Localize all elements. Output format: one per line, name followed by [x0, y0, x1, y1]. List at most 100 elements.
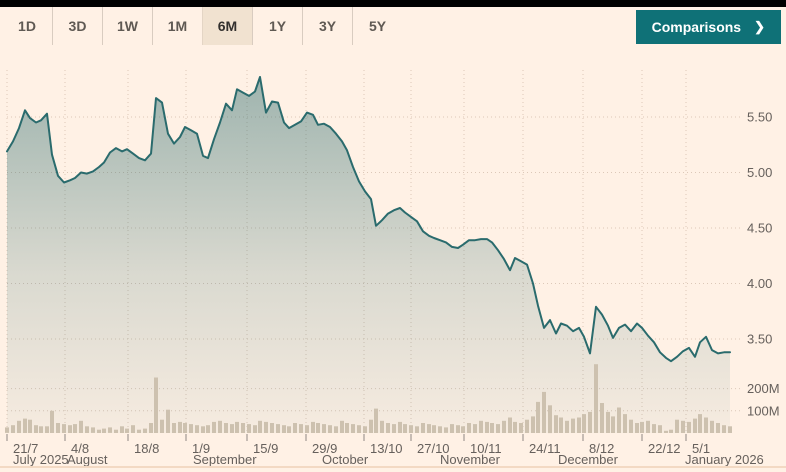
- volume-bar: [102, 428, 106, 433]
- volume-bar: [617, 407, 621, 433]
- volume-bar: [392, 424, 396, 433]
- volume-bar: [5, 427, 9, 433]
- volume-axis-label: 100M: [747, 403, 780, 418]
- x-axis-month-label: August: [67, 452, 108, 467]
- tab-1m[interactable]: 1M: [152, 7, 202, 45]
- x-axis-date-label: 21/7: [13, 441, 38, 456]
- tab-1y[interactable]: 1Y: [252, 7, 302, 45]
- x-axis-date-label: 13/10: [370, 441, 403, 456]
- volume-bar: [201, 426, 205, 433]
- volume-bar: [172, 423, 176, 433]
- x-axis-date-label: 5/1: [692, 441, 710, 456]
- volume-bar: [646, 420, 650, 433]
- volume-bar: [183, 423, 187, 433]
- x-axis-date-label: 1/9: [192, 441, 210, 456]
- volume-bar: [421, 423, 425, 433]
- volume-bar: [316, 423, 320, 433]
- volume-bar: [582, 414, 586, 433]
- volume-bar: [195, 425, 199, 433]
- volume-bar: [606, 411, 610, 433]
- volume-bar: [206, 425, 210, 433]
- volume-bar: [698, 414, 702, 433]
- volume-bar: [108, 427, 112, 433]
- volume-bar: [17, 420, 21, 433]
- x-axis-date-label: 22/12: [648, 441, 681, 456]
- tab-1w[interactable]: 1W: [102, 7, 152, 45]
- price-line: [6, 76, 731, 363]
- volume-bar: [415, 426, 419, 433]
- volume-bar: [253, 425, 257, 433]
- volume-bar: [444, 427, 448, 433]
- volume-bar: [351, 424, 355, 433]
- volume-bar: [728, 426, 732, 433]
- x-axis-date-label: 27/10: [417, 441, 450, 456]
- volume-bar: [340, 420, 344, 433]
- volume-bar: [258, 420, 262, 433]
- volume-bar: [554, 415, 558, 433]
- volume-bar: [374, 408, 378, 433]
- volume-bar: [264, 421, 268, 433]
- x-axis-date-label: 15/9: [253, 441, 278, 456]
- volume-bar: [276, 424, 280, 433]
- volume-bar: [56, 423, 60, 433]
- volume-bar: [143, 428, 147, 433]
- price-axis-label: 5.00: [747, 165, 772, 180]
- tab-5y[interactable]: 5Y: [352, 7, 402, 45]
- volume-bar: [218, 420, 222, 433]
- x-axis-date-label: 10/11: [470, 441, 502, 456]
- volume-bar: [380, 420, 384, 433]
- volume-bar: [131, 425, 135, 433]
- volume-bar: [531, 416, 535, 433]
- x-axis-date-label: 4/8: [71, 441, 89, 456]
- volume-bar: [508, 417, 512, 433]
- volume-bar: [91, 427, 95, 433]
- volume-bar: [386, 423, 390, 433]
- x-axis-month-label: November: [440, 452, 501, 467]
- volume-bar: [293, 423, 297, 433]
- price-axis-label: 4.50: [747, 221, 772, 236]
- tab-3y[interactable]: 3Y: [302, 7, 352, 45]
- volume-bar: [473, 424, 477, 433]
- volume-bar: [623, 414, 627, 433]
- comparisons-button[interactable]: Comparisons ❯: [635, 10, 781, 44]
- tab-1d[interactable]: 1D: [18, 18, 36, 34]
- volume-bar: [50, 410, 54, 433]
- volume-bar: [438, 426, 442, 433]
- volume-bar: [120, 426, 124, 433]
- tab-3d[interactable]: 3D: [52, 7, 102, 45]
- volume-bar: [178, 421, 182, 433]
- volume-bar: [369, 419, 373, 433]
- volume-bar: [704, 417, 708, 433]
- x-axis-month-label: October: [322, 452, 369, 467]
- volume-bar: [635, 423, 639, 433]
- volume-bar: [62, 424, 66, 433]
- price-axis-label: 4.00: [747, 276, 772, 291]
- volume-bar: [716, 423, 720, 433]
- volume-bar: [79, 420, 83, 433]
- volume-bar: [212, 421, 216, 433]
- volume-bar: [23, 418, 27, 433]
- volume-bar: [34, 425, 38, 433]
- volume-bar: [11, 425, 15, 433]
- volume-bar: [432, 425, 436, 433]
- price-area-fill: [7, 77, 730, 433]
- volume-bar: [669, 429, 673, 433]
- x-axis-date-label: 18/8: [134, 441, 159, 456]
- volume-bar: [114, 429, 118, 433]
- volume-bar: [235, 421, 239, 433]
- volume-bar: [571, 418, 575, 433]
- volume-bar: [485, 421, 489, 433]
- volume-bar: [28, 419, 32, 433]
- volume-bar: [287, 426, 291, 433]
- volume-bar: [519, 423, 523, 433]
- volume-bar: [658, 425, 662, 433]
- volume-bar: [611, 416, 615, 433]
- volume-bar: [137, 429, 141, 433]
- tab-6m[interactable]: 6M: [202, 7, 252, 45]
- volume-bar: [542, 391, 546, 433]
- volume-bar: [160, 419, 164, 433]
- volume-bar: [479, 420, 483, 433]
- volume-bar: [664, 430, 668, 433]
